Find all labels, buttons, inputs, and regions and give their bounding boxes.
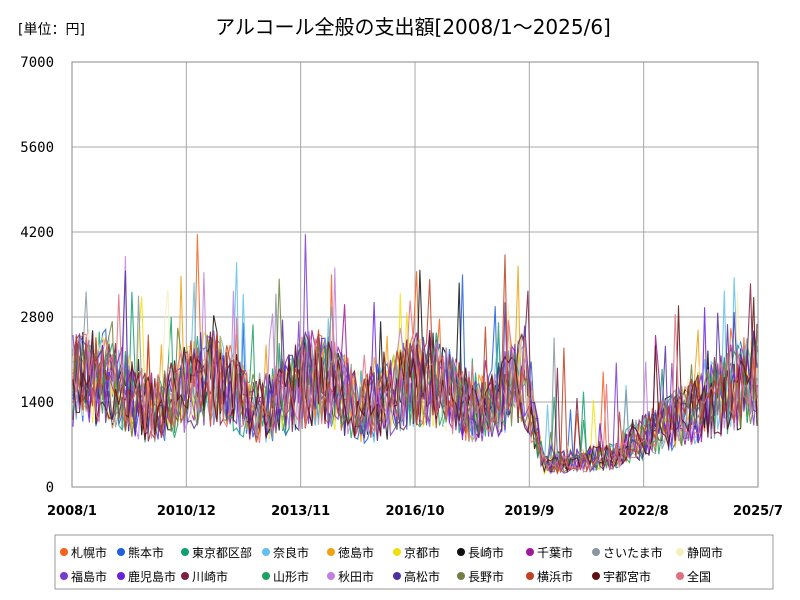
y-tick-label: 4200 [20,225,54,241]
plot-frame [71,61,759,488]
legend-label: 東京都区部 [192,545,252,560]
legend-marker [526,572,534,580]
legend-marker [181,572,189,580]
legend-label: 京都市 [404,545,440,560]
legend-label: 山形市 [273,569,309,584]
legend-marker [457,548,465,556]
series-line [72,254,758,475]
legend-label: 秋田市 [338,569,374,584]
x-axis-ticks: 2008/1 2010/12 2013/11 2016/10 2019/9 2022/8 2… [47,504,783,519]
x-tick-label: 2010/12 [157,504,216,519]
legend-label: 高松市 [404,569,440,584]
legend-marker [526,548,534,556]
legend-marker [676,572,684,580]
legend-marker [262,572,270,580]
legend-marker [592,572,600,580]
x-tick-label: 2016/10 [385,504,444,519]
y-tick-label: 5600 [20,140,54,156]
legend-marker [327,548,335,556]
legend-label: 福島市 [71,569,107,584]
legend-marker [181,548,189,556]
legend-label: 千葉市 [537,545,573,560]
legend-label: 長野市 [468,569,504,584]
legend-marker [327,572,335,580]
legend-marker [393,572,401,580]
legend-label: さいたま市 [603,545,663,560]
x-tick-label: 2008/1 [47,504,97,519]
unit-label: [単位：円] [18,22,85,38]
legend-marker [60,572,68,580]
legend-label: 熊本市 [128,545,164,560]
y-tick-label: 2800 [20,310,54,326]
legend-label: 宇都宮市 [603,569,651,584]
legend-label: 全国 [687,569,711,584]
legend-label: 札幌市 [71,545,107,560]
legend-marker [592,548,600,556]
series-line [72,294,758,473]
y-axis-ticks: 0 1400 2800 4200 5600 7000 [20,55,54,496]
legend-marker [393,548,401,556]
legend-label: 静岡市 [687,545,723,560]
legend-box [54,534,774,590]
y-tick-label: 7000 [20,55,54,71]
chart-title: アルコール全般の支出額[2008/1～2025/6] [215,15,611,39]
y-tick-label: 1400 [20,395,54,411]
series-line [72,297,758,474]
y-tick-label: 0 [46,480,54,496]
legend-label: 奈良市 [273,545,309,560]
legend-label: 長崎市 [468,545,504,560]
plot-area [72,234,758,476]
legend-marker [117,548,125,556]
legend-label: 徳島市 [338,545,374,560]
legend-marker [60,548,68,556]
legend-marker [262,548,270,556]
x-tick-label: 2019/9 [504,504,554,519]
legend-label: 川崎市 [192,569,228,584]
legend-label: 横浜市 [537,569,573,584]
legend-label: 鹿児島市 [128,569,176,584]
series-line [72,278,758,474]
legend-marker [457,572,465,580]
legend-marker [117,572,125,580]
x-tick-label: 2022/8 [619,504,669,519]
x-tick-label: 2025/7 [733,504,783,519]
legend-marker [676,548,684,556]
x-tick-label: 2013/11 [271,504,330,519]
